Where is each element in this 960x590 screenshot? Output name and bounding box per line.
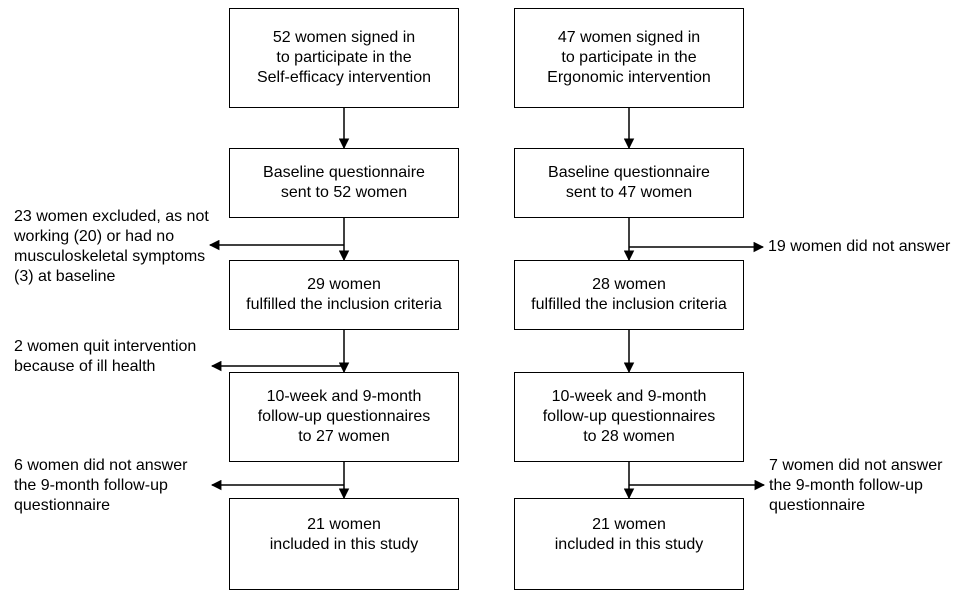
left-box-included-line-2: included in this study <box>269 536 419 553</box>
left-exclusion-not-eligible-line-1: 23 women excluded, as not <box>14 208 209 225</box>
left-box-signed-in-line-3: Self-efficacy intervention <box>256 69 431 86</box>
right-box-followup-line-1: 10-week and 9-month <box>551 388 707 405</box>
left-exclusion-not-eligible-line-2: working (20) or had no <box>14 228 175 245</box>
left-box-signed-in: 52 women signed in to participate in the… <box>229 8 459 108</box>
right-exclusion-no-answer-baseline: 19 women did not answer <box>768 237 950 257</box>
left-exclusion-quit-line-1: 2 women quit intervention <box>14 338 197 355</box>
left-box-baseline: Baseline questionnaire sent to 52 women <box>229 148 459 218</box>
left-exclusion-quit: 2 women quit intervention because of ill… <box>14 337 196 377</box>
left-box-inclusion: 29 women fulfilled the inclusion criteri… <box>229 260 459 330</box>
left-box-inclusion-line-1: 29 women <box>307 276 381 293</box>
left-box-baseline-line-1: Baseline questionnaire <box>263 164 425 181</box>
right-box-included-line-2: included in this study <box>554 536 704 553</box>
left-exclusion-no-answer-line-2: the 9-month follow-up <box>14 477 168 494</box>
right-box-baseline-line-1: Baseline questionnaire <box>548 164 710 181</box>
right-box-inclusion-line-2: fulfilled the inclusion criteria <box>531 296 727 313</box>
left-exclusion-no-answer-line-3: questionnaire <box>14 497 111 514</box>
left-box-baseline-line-2: sent to 52 women <box>280 184 408 201</box>
left-box-followup-line-2: follow-up questionnaires <box>257 408 431 425</box>
right-exclusion-no-answer-followup: 7 women did not answer the 9-month follo… <box>769 456 942 516</box>
right-box-inclusion-line-1: 28 women <box>592 276 666 293</box>
left-box-followup-line-1: 10-week and 9-month <box>266 388 422 405</box>
left-box-signed-in-line-2: to participate in the <box>276 49 412 66</box>
right-exclusion-no-answer-followup-line-3: questionnaire <box>769 497 866 514</box>
right-box-signed-in-line-1: 47 women signed in <box>557 29 701 46</box>
left-box-included: 21 women included in this study <box>229 498 459 590</box>
right-exclusion-no-answer-baseline-line-1: 19 women did not answer <box>768 238 951 255</box>
left-box-signed-in-line-1: 52 women signed in <box>272 29 416 46</box>
right-box-signed-in: 47 women signed in to participate in the… <box>514 8 744 108</box>
left-exclusion-not-eligible-line-3: musculoskeletal symptoms <box>14 248 206 265</box>
left-box-followup-line-3: to 27 women <box>298 428 390 445</box>
right-box-followup-line-3: to 28 women <box>583 428 675 445</box>
right-exclusion-no-answer-followup-line-1: 7 women did not answer <box>769 457 943 474</box>
right-box-signed-in-line-3: Ergonomic intervention <box>547 69 711 86</box>
left-box-followup: 10-week and 9-month follow-up questionna… <box>229 372 459 462</box>
right-box-included: 21 women included in this study <box>514 498 744 590</box>
right-box-inclusion: 28 women fulfilled the inclusion criteri… <box>514 260 744 330</box>
right-box-baseline-line-2: sent to 47 women <box>565 184 693 201</box>
right-box-followup: 10-week and 9-month follow-up questionna… <box>514 372 744 462</box>
left-exclusion-no-answer-line-1: 6 women did not answer <box>14 457 188 474</box>
left-exclusion-no-answer: 6 women did not answer the 9-month follo… <box>14 456 187 516</box>
left-exclusion-not-eligible: 23 women excluded, as not working (20) o… <box>14 207 209 287</box>
left-exclusion-quit-line-2: because of ill health <box>14 358 156 375</box>
right-exclusion-no-answer-followup-line-2: the 9-month follow-up <box>769 477 923 494</box>
left-box-included-line-1: 21 women <box>307 516 381 533</box>
right-box-signed-in-line-2: to participate in the <box>561 49 697 66</box>
right-box-baseline: Baseline questionnaire sent to 47 women <box>514 148 744 218</box>
left-box-inclusion-line-2: fulfilled the inclusion criteria <box>246 296 442 313</box>
right-box-followup-line-2: follow-up questionnaires <box>542 408 716 425</box>
left-exclusion-not-eligible-line-4: (3) at baseline <box>14 268 116 285</box>
right-box-included-line-1: 21 women <box>592 516 666 533</box>
